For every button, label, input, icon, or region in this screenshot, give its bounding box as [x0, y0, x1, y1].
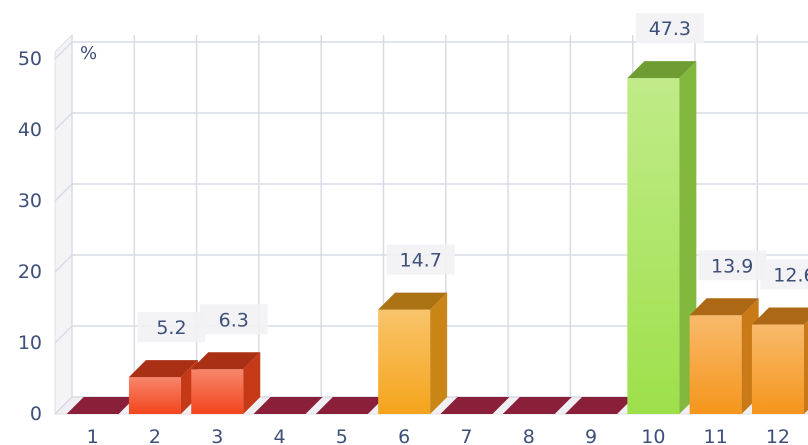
chart-side-wall	[54, 33, 73, 416]
bar-10	[627, 61, 697, 415]
bar-top	[502, 397, 572, 414]
data-label-bg	[698, 250, 767, 281]
x-tick-label: 12	[766, 426, 790, 445]
bar-top	[627, 61, 697, 79]
bar-top	[378, 292, 448, 310]
bar-top	[751, 307, 808, 325]
data-label-bg	[137, 312, 206, 343]
x-tick-label: 2	[149, 426, 161, 445]
bar-7	[440, 397, 510, 414]
x-tick-label: 8	[523, 426, 535, 445]
bar-front	[378, 309, 431, 414]
x-axis-ticks: 1 2 3 4 5 6 7 8 9 10 11 12	[87, 426, 790, 445]
y-tick-label: 10	[18, 332, 42, 354]
bar-top	[128, 360, 198, 378]
bar-top	[66, 397, 136, 414]
bar-11	[689, 298, 759, 414]
bar-front	[191, 369, 244, 414]
bar-front	[751, 324, 804, 414]
x-tick-label: 5	[336, 426, 348, 445]
y-axis-unit: %	[80, 43, 97, 64]
data-label: 5.2	[156, 317, 186, 339]
gridline-wall	[54, 41, 73, 60]
gridline-wall	[54, 325, 73, 344]
x-tick-label: 11	[704, 426, 728, 445]
y-tick-label: 0	[30, 403, 42, 425]
data-label: 13.9	[711, 255, 753, 277]
y-tick-label: 30	[18, 190, 42, 212]
bar-top	[315, 397, 385, 414]
data-label: 14.7	[399, 250, 441, 272]
bar-side	[803, 320, 808, 414]
bar-top	[191, 352, 261, 370]
x-tick-label: 9	[585, 426, 597, 445]
bar-front	[689, 315, 742, 414]
bar-top	[565, 397, 635, 414]
x-tick-label: 1	[87, 426, 99, 445]
data-label: 6.3	[219, 309, 249, 331]
bar-1	[66, 397, 136, 414]
bar-side	[430, 292, 448, 414]
bar-6	[378, 292, 448, 414]
bar-front	[627, 78, 680, 415]
x-tick-label: 6	[398, 426, 410, 445]
y-axis-ticks: 0 10 20 30 40 50	[18, 48, 42, 425]
gridline-wall	[54, 183, 73, 202]
gridline-wall	[54, 112, 73, 131]
data-label-bg	[760, 259, 808, 290]
bar-top	[440, 397, 510, 414]
x-tick-label: 10	[641, 426, 665, 445]
gridline-wall	[54, 254, 73, 273]
x-tick-label: 4	[274, 426, 286, 445]
gridline-wall	[54, 396, 73, 415]
bar-top	[689, 298, 759, 316]
bar-front	[128, 377, 181, 414]
data-label-bg	[199, 304, 268, 335]
bar-2	[128, 360, 198, 414]
bar-12	[751, 307, 808, 414]
data-labels: 5.2 6.3 14.7 47.3 13.9 12.6	[137, 13, 808, 343]
bar-3	[191, 352, 261, 414]
x-tick-label: 7	[460, 426, 472, 445]
y-tick-label: 20	[18, 261, 42, 283]
bar-8	[502, 397, 572, 414]
data-label: 12.6	[773, 265, 808, 287]
bar-5	[315, 397, 385, 414]
bar-top	[253, 397, 323, 414]
x-tick-label: 3	[211, 426, 223, 445]
data-label-bg	[635, 13, 704, 44]
bar-9	[565, 397, 635, 414]
data-label-bg	[386, 244, 455, 275]
bar-side	[243, 352, 261, 414]
y-tick-label: 50	[18, 48, 42, 70]
bars	[66, 61, 808, 415]
data-label: 47.3	[649, 18, 691, 40]
y-tick-label: 40	[18, 119, 42, 141]
bar-4	[253, 397, 323, 414]
